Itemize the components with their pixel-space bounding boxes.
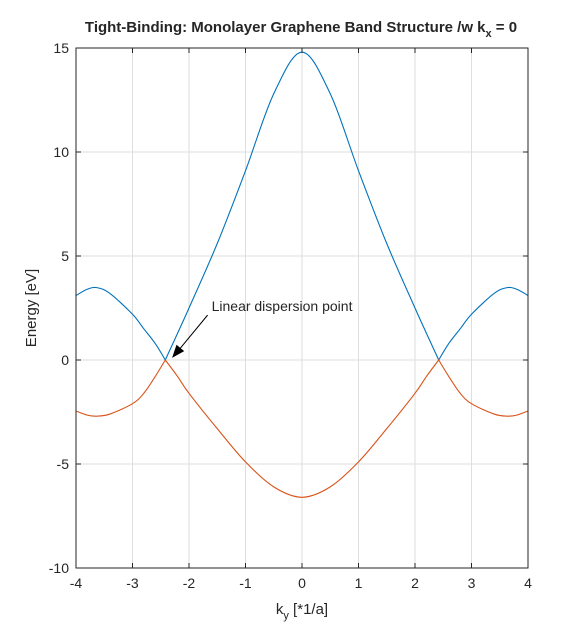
y-tick-label: 5	[61, 248, 69, 264]
y-tick-label: -5	[57, 456, 70, 472]
axes-frame	[75, 47, 529, 569]
x-tick-labels: -4 -3 -2 -1 0 1 2 3 4	[70, 575, 532, 591]
x-axis-label-subscript: y	[283, 610, 289, 622]
x-tick-label: -3	[126, 575, 139, 591]
y-tick-label: 15	[53, 40, 69, 56]
y-tick-label: 0	[61, 352, 69, 368]
chart-title-subscript: x	[486, 28, 493, 40]
y-tick-label: -10	[49, 560, 69, 576]
x-tick-label: 2	[411, 575, 419, 591]
annotation-layer: Linear dispersion point	[172, 298, 353, 358]
x-axis-label: ky [*1/a]	[276, 601, 328, 622]
chart-title-tail: = 0	[492, 19, 517, 36]
x-axis-label-tail: [*1/a]	[289, 601, 328, 618]
x-tick-label: -4	[70, 575, 83, 591]
x-axis-label-main: k	[276, 601, 284, 618]
y-tick-labels: -10 -5 0 5 10 15	[49, 40, 69, 576]
chart-title-main: Tight-Binding: Monolayer Graphene Band S…	[85, 19, 486, 36]
x-tick-label: -2	[183, 575, 196, 591]
valence-band-line	[75, 359, 529, 498]
annotation-arrow-line	[177, 314, 208, 352]
x-tick-label: 4	[524, 575, 532, 591]
x-tick-label: 1	[355, 575, 363, 591]
annotation-text: Linear dispersion point	[212, 298, 353, 314]
chart-title: Tight-Binding: Monolayer Graphene Band S…	[85, 19, 517, 40]
annotation-arrow-head	[172, 344, 185, 358]
x-tick-label: -1	[239, 575, 252, 591]
y-axis-label: Energy [eV]	[23, 269, 40, 347]
plot-area: Linear dispersion point -4 -3 -2 -1 0 1 2 3 4 -1…	[49, 40, 532, 591]
x-tick-label: 3	[468, 575, 476, 591]
y-tick-label: 10	[53, 144, 69, 160]
x-tick-label: 0	[298, 575, 306, 591]
